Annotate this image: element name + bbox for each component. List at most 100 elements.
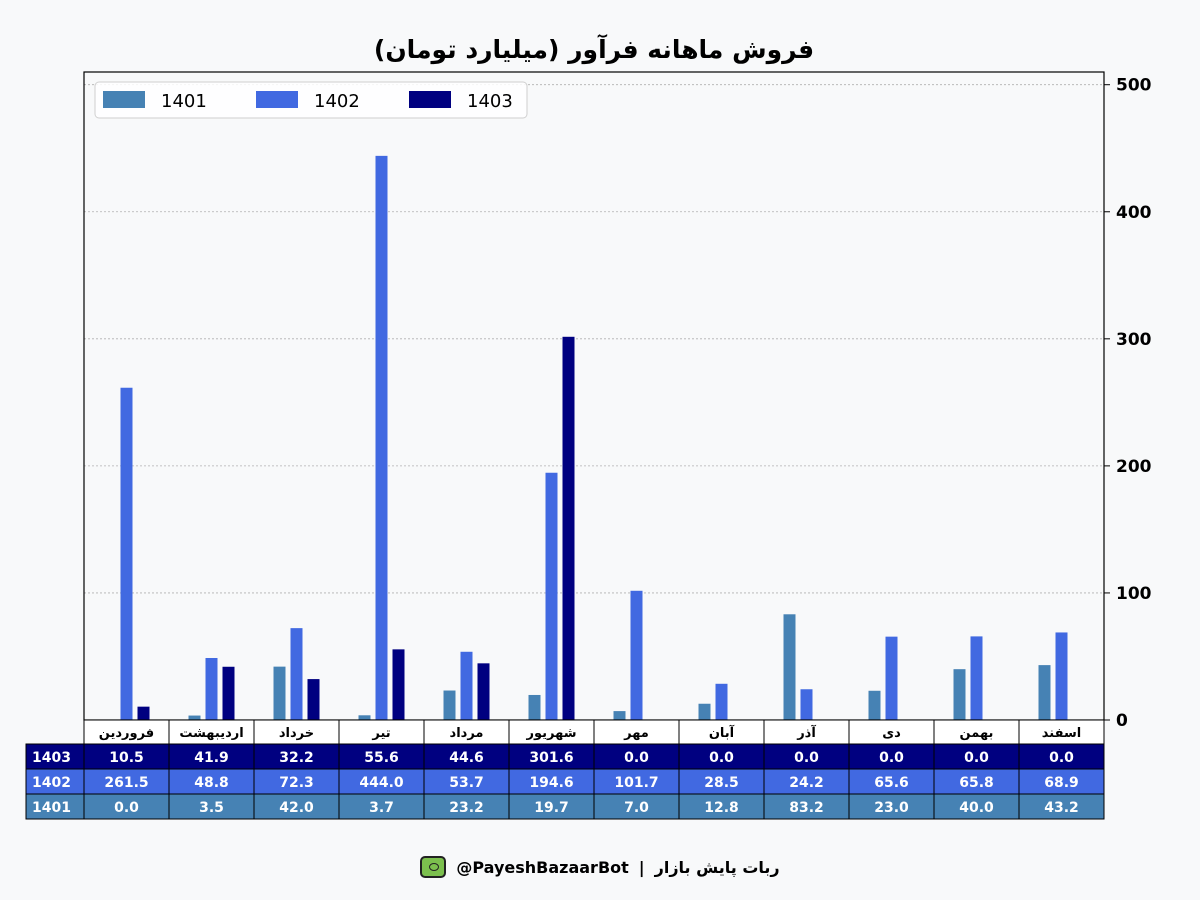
bar-1403-4 [477,663,490,720]
category-label-1: اردیبهشت [179,726,243,741]
table-cell [253,793,340,820]
table-cell-1401-9: 23.0 [874,800,909,816]
table-cell [848,793,935,820]
legend-label-1401: 1401 [161,91,207,112]
y-tick-label: 400 [1116,203,1152,223]
table-cell [933,793,1020,820]
table-header-cell [83,719,170,745]
bar-1402-0 [120,387,133,720]
table-cell [593,743,680,770]
table-cell-1402-9: 65.6 [874,775,909,791]
table-row-label-cell [25,793,85,820]
table-cell-1401-8: 83.2 [789,800,824,816]
category-label-11: اسفند [1042,726,1081,741]
table-cell-1402-7: 28.5 [704,775,739,791]
y-tick-label: 200 [1116,457,1152,477]
y-tick-label: 0 [1116,711,1128,731]
legend-box [94,81,528,119]
category-label-7: آبان [709,724,735,741]
table-cell-1401-4: 23.2 [449,800,484,816]
bar-1401-5 [528,694,541,720]
table-header-cell [1018,719,1105,745]
table-cell [933,768,1020,795]
bar-1402-11 [1055,632,1068,720]
legend-swatch-1402 [256,91,298,108]
bar-1401-6 [613,711,626,720]
table-header-cell [423,719,510,745]
table-cell-1401-1: 3.5 [199,800,224,816]
table-cell [83,793,170,820]
category-label-6: مهر [623,726,649,741]
table-row-label-1401: 1401 [32,800,71,816]
table-cell-1403-8: 0.0 [794,750,819,766]
table-cell-1401-11: 43.2 [1044,800,1079,816]
table-cell-1402-0: 261.5 [104,775,148,791]
bar-1403-3 [392,649,405,720]
bar-1401-2 [273,666,286,720]
table-header-cell [593,719,680,745]
table-cell [1018,793,1105,820]
table-cell [338,743,425,770]
bar-1402-10 [970,636,983,720]
sales-chart: فروش ماهانه فرآور (میلیارد تومان) 0 100 200… [25,34,1152,820]
bar-1401-10 [953,669,966,720]
bar-1402-4 [460,651,473,720]
bar-1402-5 [545,472,558,720]
bar-1402-2 [290,628,303,720]
bar-1401-8 [783,614,796,720]
chart-title: فروش ماهانه فرآور (میلیارد تومان) [374,34,814,65]
bar-1403-2 [307,679,320,720]
bar-1401-9 [868,690,881,720]
table-cell-1402-5: 194.6 [529,775,573,791]
table-row-label-1402: 1402 [32,775,71,791]
category-label-4: مرداد [450,726,484,741]
table-row-label-cell [25,743,85,770]
table-cell [763,793,850,820]
legend-label-1402: 1402 [314,91,360,112]
bar-1402-3 [375,155,388,720]
table-cell-1403-1: 41.9 [194,750,229,766]
bar-1401-7 [698,703,711,720]
table-cell [763,768,850,795]
table-cell [848,768,935,795]
category-label-5: شهریور [526,726,577,741]
table-cell-1402-11: 68.9 [1044,775,1079,791]
bar-1402-7 [715,683,728,720]
bar-1402-6 [630,590,643,720]
table-cell-1403-0: 10.5 [109,750,144,766]
table-cell-1403-6: 0.0 [624,750,649,766]
table-row-label-1403: 1403 [32,750,71,766]
plot-frame [83,71,1105,721]
table-cell-1401-7: 12.8 [704,800,739,816]
table-cell-1401-0: 0.0 [114,800,139,816]
table-cell [168,793,255,820]
bar-1402-8 [800,689,813,720]
table-cell-1402-10: 65.8 [959,775,994,791]
bar-1403-0 [137,706,150,720]
table-cell-1402-2: 72.3 [279,775,314,791]
table-cell-1403-4: 44.6 [449,750,484,766]
table-cell [253,743,340,770]
table-cell-1403-11: 0.0 [1049,750,1074,766]
table-cell [678,743,765,770]
table-cell [338,793,425,820]
table-cell-1403-10: 0.0 [964,750,989,766]
table-cell-1401-5: 19.7 [534,800,569,816]
table-cell-1402-8: 24.2 [789,775,824,791]
category-label-0: فروردین [99,726,154,741]
bar-1401-1 [188,715,201,720]
category-label-2: خرداد [279,726,314,741]
legend-swatch-1401 [103,91,145,108]
table-cell-1402-4: 53.7 [449,775,484,791]
table-cell [83,768,170,795]
bar-1401-11 [1038,665,1051,720]
table-cell [508,743,595,770]
footer-handle: @PayeshBazaarBot [456,857,629,877]
table-cell-1403-5: 301.6 [529,750,573,766]
table-cell [593,793,680,820]
legend-swatch-1403 [409,91,451,108]
table-cell-1403-2: 32.2 [279,750,314,766]
table-cell [678,793,765,820]
table-cell-1403-9: 0.0 [879,750,904,766]
table-cell-1403-7: 0.0 [709,750,734,766]
